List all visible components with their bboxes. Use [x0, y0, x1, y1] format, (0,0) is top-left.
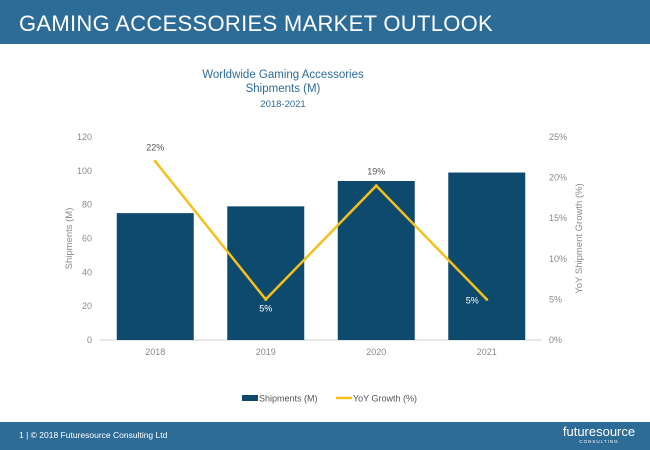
y-tick-label: 40: [82, 267, 92, 277]
y-right-tick-label: 15%: [549, 213, 567, 223]
y-tick-label: 80: [82, 200, 92, 210]
y-tick-label: 100: [77, 166, 92, 176]
legend-label-shipments: Shipments (M): [259, 394, 318, 404]
company-logo: futuresource CONSULTING: [562, 424, 636, 445]
data-label: 22%: [146, 142, 164, 152]
y-right-tick-label: 25%: [549, 132, 567, 142]
y-tick-label: 120: [77, 132, 92, 142]
data-label: 5%: [466, 295, 479, 305]
line-point: [485, 297, 489, 301]
line-point: [264, 297, 268, 301]
logo-subtext: CONSULTING: [579, 439, 619, 444]
y-right-tick-label: 0%: [549, 335, 562, 345]
legend-swatch-shipments: [242, 395, 258, 401]
bar: [448, 172, 526, 340]
footer-copyright: 1 | © 2018 Futuresource Consulting Ltd: [19, 430, 168, 440]
data-label: 19%: [367, 167, 385, 177]
x-tick-label: 2020: [366, 347, 386, 357]
footer-bar: [0, 422, 650, 450]
x-tick-label: 2021: [477, 347, 497, 357]
y-tick-label: 0: [87, 335, 92, 345]
data-label: 5%: [259, 303, 272, 313]
chart-subtitle: 2018-2021: [260, 99, 305, 110]
y-right-tick-label: 20%: [549, 173, 567, 183]
bar: [337, 180, 415, 340]
bar: [116, 213, 194, 340]
x-tick-label: 2019: [256, 347, 276, 357]
line-point: [153, 159, 157, 163]
chart-title-line: Worldwide Gaming Accessories: [202, 69, 364, 81]
logo-wordmark: futuresource: [562, 424, 636, 439]
legend-label-yoy: YoY Growth (%): [353, 394, 417, 404]
y-axis-title: Shipments (M): [64, 208, 75, 270]
chart-title-line: Shipments (M): [246, 83, 321, 95]
line-point: [374, 184, 378, 188]
y-tick-label: 60: [82, 234, 92, 244]
y-tick-label: 20: [82, 301, 92, 311]
y-right-tick-label: 10%: [549, 254, 567, 264]
y-right-tick-label: 5%: [549, 294, 562, 304]
chart: Worldwide Gaming Accessories Shipments (M…: [64, 69, 585, 404]
y-right-axis-title: YoY Shipment Growth (%): [574, 183, 585, 293]
x-tick-label: 2018: [145, 347, 165, 357]
header-bar: [0, 0, 650, 44]
line-series-yoy: [154, 160, 488, 302]
page-title: GAMING ACCESSORIES MARKET OUTLOOK: [19, 11, 494, 36]
